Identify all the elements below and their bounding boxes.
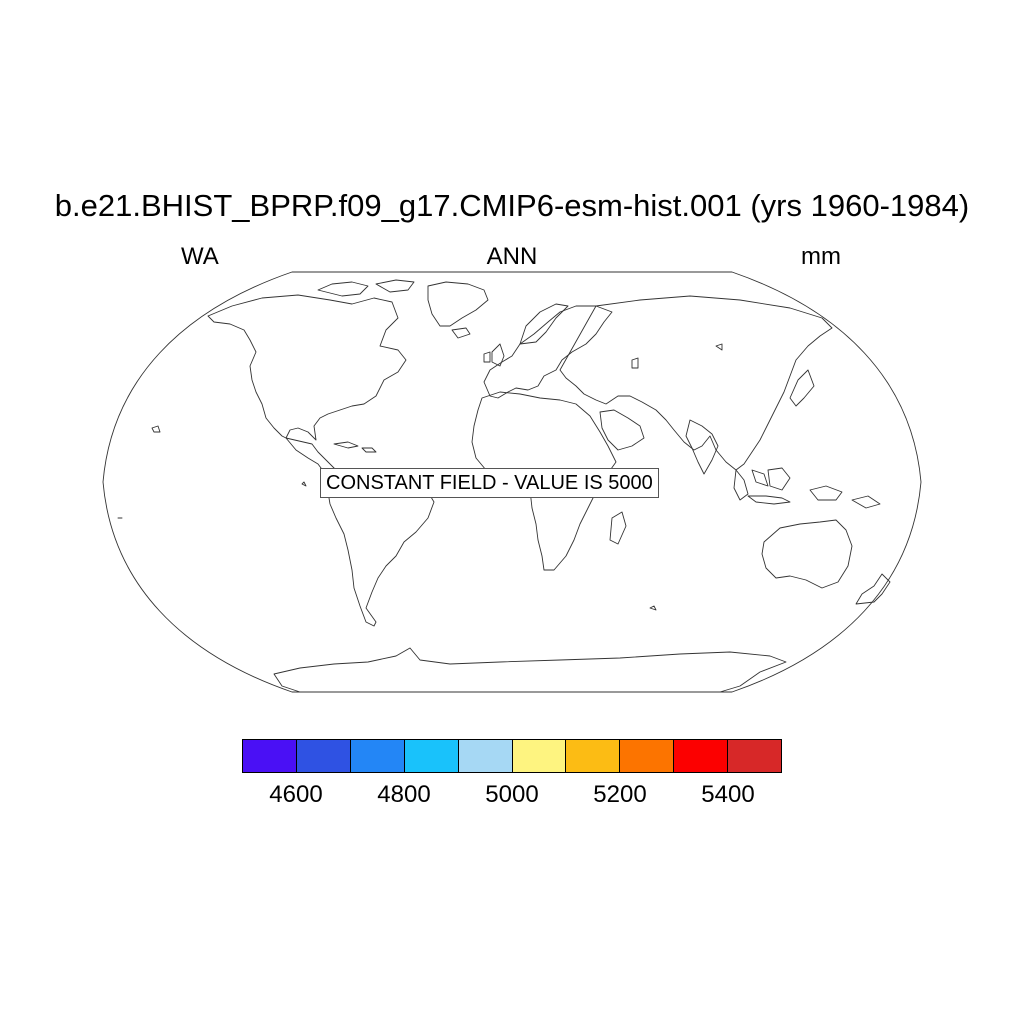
colorbar-swatch-0 (243, 740, 297, 772)
coast-se-asia (733, 469, 749, 501)
coast-scandinavia (519, 303, 569, 345)
constant-field-annotation: CONSTANT FIELD - VALUE IS 5000 (320, 468, 659, 498)
variable-label: WA (181, 243, 219, 270)
coast-madagascar (609, 511, 627, 545)
colorbar-tick-labels: 4600 4800 5000 5200 5400 (0, 780, 1024, 812)
coast-north-america (207, 294, 407, 441)
coast-australia (761, 519, 853, 589)
colorbar-swatch-7 (620, 740, 675, 772)
colorbar-swatch-1 (296, 740, 351, 772)
colorbar-swatch-8 (674, 740, 729, 772)
colorbar-tick-5400: 5400 (701, 781, 755, 808)
colorbar (242, 739, 782, 773)
coast-asia (559, 295, 833, 471)
figure-title: b.e21.BHIST_BPRP.f09_g17.CMIP6-esm-hist.… (54, 188, 970, 223)
colorbar-swatch-5 (512, 740, 567, 772)
units-label: mm (801, 243, 841, 270)
coast-caribbean (333, 441, 359, 449)
colorbar-swatch-6 (566, 740, 621, 772)
coast-new-zealand (855, 573, 891, 605)
coast-iceland (451, 327, 471, 339)
coast-antarctica (273, 647, 787, 693)
coast-indonesia (747, 495, 791, 505)
coast-india (685, 419, 719, 475)
coast-japan (789, 369, 815, 407)
colorbar-swatch-3 (404, 740, 459, 772)
colorbar-swatch-9 (728, 740, 782, 772)
coast-uk (491, 343, 505, 367)
coast-europe (483, 305, 613, 399)
map-frame (102, 271, 922, 693)
coast-greenland (427, 281, 489, 327)
colorbar-swatch-4 (458, 740, 513, 772)
coast-arctic-islands (317, 281, 369, 297)
colorbar-tick-5200: 5200 (593, 781, 647, 808)
colorbar-swatch-2 (350, 740, 405, 772)
colorbar-tick-4600: 4600 (269, 781, 323, 808)
colorbar-tick-4800: 4800 (377, 781, 431, 808)
colorbar-tick-5000: 5000 (485, 781, 539, 808)
season-label: ANN (486, 243, 538, 270)
coast-arabia (599, 409, 645, 451)
